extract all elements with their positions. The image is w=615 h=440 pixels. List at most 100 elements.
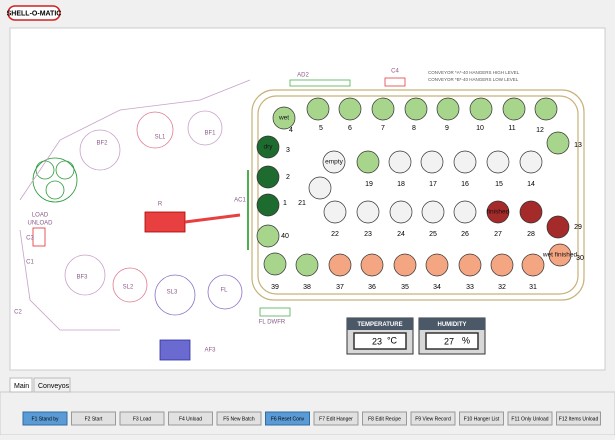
hanger-slot[interactable]: [453, 200, 477, 224]
slot-number: 27: [494, 231, 502, 238]
hanger-slot[interactable]: [306, 97, 330, 121]
hanger-slot[interactable]: [486, 150, 510, 174]
hanger-slot[interactable]: [548, 243, 572, 267]
function-key[interactable]: [507, 411, 553, 426]
hanger-slot[interactable]: [322, 150, 346, 174]
slot-status: empty: [325, 159, 343, 166]
function-key-label: F5 New Batch: [223, 416, 255, 422]
hanger-slot[interactable]: [404, 97, 428, 121]
function-key[interactable]: [410, 411, 456, 426]
display: [353, 332, 407, 350]
hanger-slot[interactable]: [534, 97, 558, 121]
hanger-slot[interactable]: [308, 176, 332, 200]
hanger-slot[interactable]: [328, 253, 352, 277]
hanger-slot[interactable]: [490, 253, 514, 277]
slot-number: 40: [281, 233, 289, 240]
temperature-value: 23: [372, 336, 382, 346]
function-key[interactable]: [313, 411, 359, 426]
function-key-label: F2 Start: [85, 416, 103, 422]
hanger-slot[interactable]: [388, 150, 412, 174]
hanger-slot[interactable]: [458, 253, 482, 277]
panel-header: [347, 318, 413, 330]
hanger-slot[interactable]: [393, 253, 417, 277]
function-key-label: F3 Load: [133, 416, 152, 422]
slot-number: 34: [433, 284, 441, 291]
slot-number: 36: [368, 284, 376, 291]
function-key[interactable]: [265, 411, 310, 426]
hanger-slot[interactable]: [256, 224, 280, 248]
slot-number: 30: [576, 255, 584, 262]
function-key[interactable]: [71, 411, 116, 426]
humidity-panel: HUMIDITY 27 %: [418, 317, 486, 355]
hanger-slot[interactable]: [486, 200, 510, 224]
function-key[interactable]: [362, 411, 407, 426]
equipment-label: AD2: [297, 73, 309, 79]
equipment-label: BF2: [96, 141, 108, 147]
function-key-label: F4 Unload: [179, 416, 202, 422]
hanger-slot[interactable]: [371, 97, 395, 121]
function-key[interactable]: [556, 411, 601, 426]
slot-number: 12: [536, 127, 544, 134]
hanger-slot[interactable]: [256, 193, 280, 217]
function-key[interactable]: [22, 411, 68, 426]
hanger-slot[interactable]: [263, 252, 287, 276]
equipment-label: C3: [26, 236, 34, 242]
hanger-slot[interactable]: [420, 150, 444, 174]
slot-number: 7: [381, 125, 385, 132]
hanger-slot[interactable]: [256, 135, 280, 159]
slot-number: 19: [365, 181, 373, 188]
hanger-slot[interactable]: [425, 253, 449, 277]
humidity-value: 27: [444, 336, 454, 346]
function-key[interactable]: [216, 411, 262, 426]
humidity-unit: %: [462, 335, 470, 345]
hanger-slot[interactable]: [356, 200, 380, 224]
slot-number: 15: [495, 181, 503, 188]
hanger-slot[interactable]: [469, 97, 493, 121]
temperature-label: TEMPERATURE: [357, 322, 402, 328]
hanger-slot[interactable]: [546, 215, 570, 239]
title-badge: [7, 5, 61, 21]
display: [425, 332, 479, 350]
slot-number: 14: [527, 181, 535, 188]
equipment-label: C2: [14, 310, 22, 316]
slot-number: 35: [401, 284, 409, 291]
hanger-slot[interactable]: [356, 150, 380, 174]
hanger-slot[interactable]: [521, 253, 545, 277]
slot-number: 18: [397, 181, 405, 188]
hanger-slot[interactable]: [502, 97, 526, 121]
temperature-panel: TEMPERATURE 23 °C: [346, 317, 414, 355]
tab[interactable]: [33, 377, 71, 393]
hanger-slot[interactable]: [323, 200, 347, 224]
equipment-label: FL: [220, 288, 228, 294]
canvas: [9, 27, 606, 371]
hanger-slot[interactable]: [338, 97, 362, 121]
hanger-slot[interactable]: [272, 106, 296, 130]
equipment-label: SL2: [123, 285, 134, 291]
hanger-slot[interactable]: [389, 200, 413, 224]
hanger-slot[interactable]: [519, 200, 543, 224]
slot-number: 9: [445, 125, 449, 132]
temperature-unit: °C: [387, 335, 398, 345]
slot-number: 22: [331, 231, 339, 238]
function-key[interactable]: [459, 411, 504, 426]
hanger-slot[interactable]: [436, 97, 460, 121]
equipment-label: R: [158, 202, 163, 208]
equipment-label: UNLOAD: [27, 221, 53, 227]
hanger-slot[interactable]: [519, 150, 543, 174]
slot-number: 21: [298, 200, 306, 207]
hanger-slot[interactable]: [546, 131, 570, 155]
function-key[interactable]: [168, 411, 213, 426]
equipment: [19, 77, 406, 361]
hanger-slot[interactable]: [453, 150, 477, 174]
hanger-slot[interactable]: [295, 253, 319, 277]
slot-number: 2: [286, 174, 290, 181]
tab[interactable]: [9, 377, 33, 393]
function-key-label: F7 Edit Hanger: [319, 416, 353, 422]
equipment-label: SL3: [167, 290, 178, 296]
hanger-slot[interactable]: [421, 200, 445, 224]
tab-label: Main: [14, 383, 29, 390]
hanger-slot[interactable]: [360, 253, 384, 277]
hanger-slot[interactable]: [256, 165, 280, 189]
slot-number: 32: [498, 284, 506, 291]
function-key[interactable]: [119, 411, 165, 426]
